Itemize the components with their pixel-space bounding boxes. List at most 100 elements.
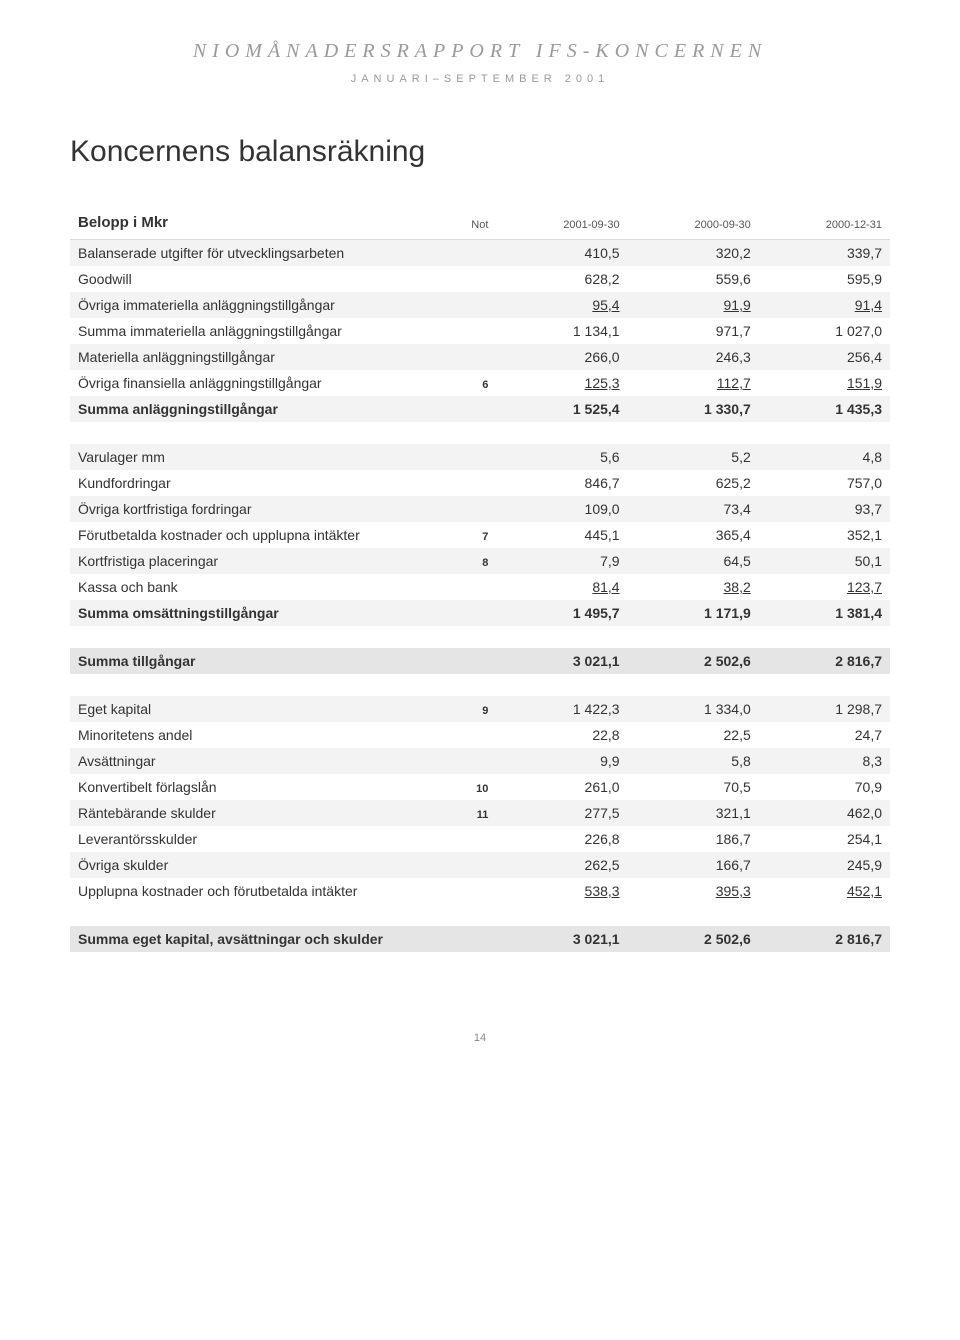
row-label: Minoritetens andel	[70, 722, 447, 748]
row-label: Räntebärande skulder	[70, 800, 447, 826]
row-value: 266,0	[496, 344, 627, 370]
row-value: 245,9	[759, 852, 890, 878]
row-note	[447, 496, 496, 522]
row-value: 846,7	[496, 470, 627, 496]
row-value: 64,5	[628, 548, 759, 574]
row-note	[447, 470, 496, 496]
row-label: Förutbetalda kostnader och upplupna intä…	[70, 522, 447, 548]
row-value: 8,3	[759, 748, 890, 774]
table-row	[70, 674, 890, 696]
row-value: 91,4	[759, 292, 890, 318]
row-note	[447, 318, 496, 344]
row-value: 5,2	[628, 444, 759, 470]
row-note: 11	[447, 800, 496, 826]
row-value: 109,0	[496, 496, 627, 522]
row-value: 445,1	[496, 522, 627, 548]
table-row: Balanserade utgifter för utvecklingsarbe…	[70, 240, 890, 267]
row-label: Varulager mm	[70, 444, 447, 470]
row-label: Konvertibelt förlagslån	[70, 774, 447, 800]
table-row: Summa omsättningstillgångar1 495,71 171,…	[70, 600, 890, 626]
row-value: 559,6	[628, 266, 759, 292]
table-row: Förutbetalda kostnader och upplupna intä…	[70, 522, 890, 548]
row-value: 1 330,7	[628, 396, 759, 422]
col-period-1: 2001-09-30	[496, 209, 627, 240]
table-row: Kundfordringar846,7625,2757,0	[70, 470, 890, 496]
row-label: Övriga immateriella anläggningstillgånga…	[70, 292, 447, 318]
row-value: 4,8	[759, 444, 890, 470]
row-value: 261,0	[496, 774, 627, 800]
table-row	[70, 422, 890, 444]
row-label: Materiella anläggningstillgångar	[70, 344, 447, 370]
row-label: Övriga skulder	[70, 852, 447, 878]
row-value: 452,1	[759, 878, 890, 904]
header-title: NIOMÅNADERSRAPPORT IFS-KONCERNEN	[70, 40, 890, 63]
row-value: 254,1	[759, 826, 890, 852]
row-value: 1 334,0	[628, 696, 759, 722]
row-value: 3 021,1	[496, 648, 627, 674]
col-label: Belopp i Mkr	[70, 209, 447, 240]
row-value: 5,6	[496, 444, 627, 470]
row-value: 22,8	[496, 722, 627, 748]
table-row: Materiella anläggningstillgångar266,0246…	[70, 344, 890, 370]
row-value: 125,3	[496, 370, 627, 396]
row-value: 70,5	[628, 774, 759, 800]
row-label: Övriga kortfristiga fordringar	[70, 496, 447, 522]
row-label: Kundfordringar	[70, 470, 447, 496]
balance-sheet-table: Belopp i Mkr Not 2001-09-30 2000-09-30 2…	[70, 209, 890, 952]
document-header: NIOMÅNADERSRAPPORT IFS-KONCERNEN JANUARI…	[70, 40, 890, 85]
table-row: Övriga kortfristiga fordringar109,073,49…	[70, 496, 890, 522]
table-row: Varulager mm 5,65,24,8	[70, 444, 890, 470]
row-note	[447, 878, 496, 904]
row-note: 9	[447, 696, 496, 722]
row-value: 91,9	[628, 292, 759, 318]
row-note	[447, 648, 496, 674]
row-note	[447, 240, 496, 267]
row-value: 262,5	[496, 852, 627, 878]
row-note	[447, 574, 496, 600]
row-note	[447, 444, 496, 470]
row-value: 1 381,4	[759, 600, 890, 626]
row-value: 1 298,7	[759, 696, 890, 722]
row-note	[447, 600, 496, 626]
table-row: Räntebärande skulder11277,5321,1462,0	[70, 800, 890, 826]
row-value: 321,1	[628, 800, 759, 826]
table-row: Goodwill628,2559,6595,9	[70, 266, 890, 292]
row-value: 3 021,1	[496, 926, 627, 952]
row-value: 1 027,0	[759, 318, 890, 344]
row-value: 1 495,7	[496, 600, 627, 626]
row-value: 70,9	[759, 774, 890, 800]
row-label: Övriga finansiella anläggningstillgångar	[70, 370, 447, 396]
header-subtitle: JANUARI–SEPTEMBER 2001	[70, 73, 890, 85]
row-value: 462,0	[759, 800, 890, 826]
row-value: 81,4	[496, 574, 627, 600]
table-row: Avsättningar9,95,88,3	[70, 748, 890, 774]
row-value: 73,4	[628, 496, 759, 522]
table-row: Summa immateriella anläggningstillgångar…	[70, 318, 890, 344]
row-label: Leverantörsskulder	[70, 826, 447, 852]
row-value: 226,8	[496, 826, 627, 852]
row-value: 628,2	[496, 266, 627, 292]
row-label: Eget kapital	[70, 696, 447, 722]
table-row: Övriga finansiella anläggningstillgångar…	[70, 370, 890, 396]
row-value: 1 422,3	[496, 696, 627, 722]
row-value: 757,0	[759, 470, 890, 496]
row-value: 1 134,1	[496, 318, 627, 344]
table-row: Summa tillgångar3 021,12 502,62 816,7	[70, 648, 890, 674]
row-label: Kortfristiga placeringar	[70, 548, 447, 574]
row-label: Avsättningar	[70, 748, 447, 774]
row-value: 395,3	[628, 878, 759, 904]
row-value: 5,8	[628, 748, 759, 774]
row-value: 339,7	[759, 240, 890, 267]
row-note	[447, 748, 496, 774]
row-value: 50,1	[759, 548, 890, 574]
row-value: 2 502,6	[628, 926, 759, 952]
row-value: 2 502,6	[628, 648, 759, 674]
col-period-3: 2000-12-31	[759, 209, 890, 240]
table-row: Minoritetens andel22,822,524,7	[70, 722, 890, 748]
table-row: Kassa och bank81,438,2123,7	[70, 574, 890, 600]
table-row: Upplupna kostnader och förutbetalda intä…	[70, 878, 890, 904]
table-row	[70, 626, 890, 648]
row-value: 2 816,7	[759, 926, 890, 952]
row-value: 22,5	[628, 722, 759, 748]
row-note	[447, 266, 496, 292]
